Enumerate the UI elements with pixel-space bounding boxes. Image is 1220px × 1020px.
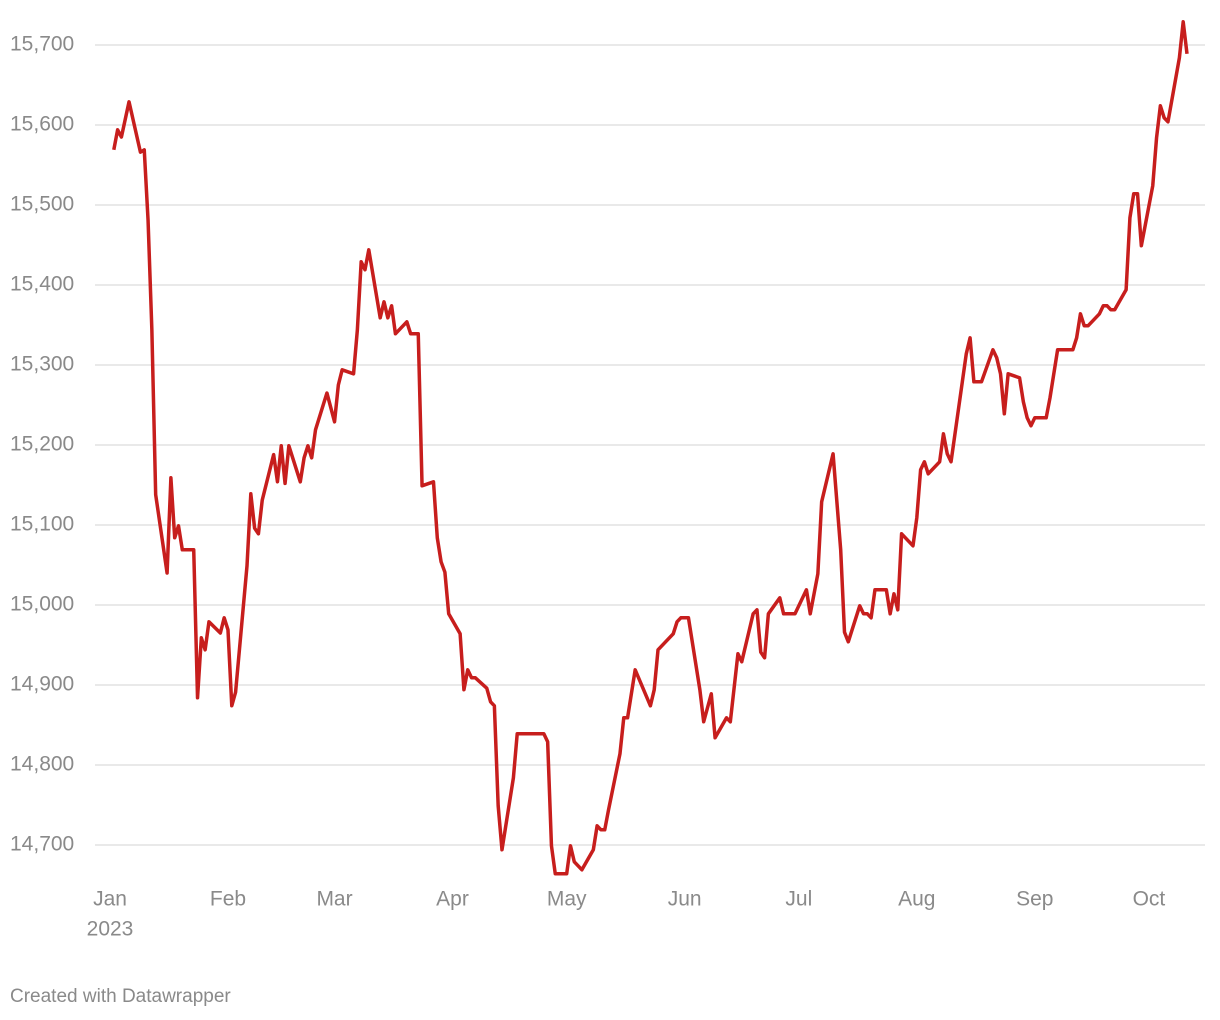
- y-tick-label: 15,000: [10, 593, 74, 616]
- x-tick-label: Oct: [1133, 888, 1166, 911]
- x-tick-label: Jul: [785, 888, 812, 911]
- y-tick-label: 15,400: [10, 273, 74, 296]
- x-tick-label: Aug: [898, 888, 935, 911]
- y-tick-label: 15,200: [10, 433, 74, 456]
- line: [112, 20, 1189, 876]
- y-tick-label: 14,700: [10, 833, 74, 856]
- x-year-label: 2023: [87, 918, 134, 941]
- y-tick-label: 14,800: [10, 753, 74, 776]
- y-tick-label: 15,600: [10, 113, 74, 136]
- x-tick-label: Sep: [1016, 888, 1053, 911]
- x-tick-label: Apr: [436, 888, 469, 911]
- x-tick-label: Jan: [93, 888, 127, 911]
- y-tick-label: 15,500: [10, 193, 74, 216]
- x-tick-label: Feb: [210, 888, 246, 911]
- x-tick-label: May: [547, 888, 587, 911]
- y-tick-label: 14,900: [10, 673, 74, 696]
- y-tick-label: 15,700: [10, 33, 74, 56]
- y-tick-label: 15,300: [10, 353, 74, 376]
- x-tick-label: Jun: [668, 888, 702, 911]
- x-tick-label: Mar: [316, 888, 352, 911]
- y-tick-label: 15,100: [10, 513, 74, 536]
- credit: Created with Datawrapper: [10, 986, 231, 1007]
